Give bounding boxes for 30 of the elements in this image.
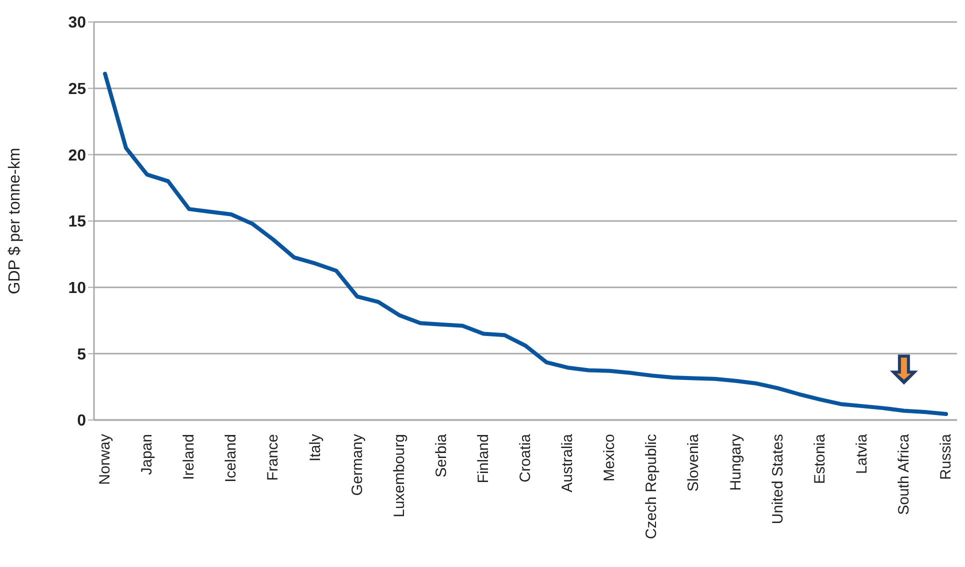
x-tick-label: Italy [306, 434, 324, 462]
x-tick-label: Slovenia [685, 433, 702, 492]
y-tick-label: 10 [68, 280, 86, 298]
y-tick-label: 20 [68, 147, 86, 164]
y-tick-label: 25 [68, 81, 86, 98]
x-tick-label: Luxembourg [390, 434, 408, 518]
x-tick-label: Australia [559, 433, 576, 492]
x-tick-label: Finland [474, 434, 492, 484]
x-tick-label: Estonia [811, 433, 828, 484]
x-tick-label: Hungary [727, 434, 744, 491]
x-tick-label: Mexico [601, 434, 618, 482]
line-series [103, 72, 948, 416]
x-tick-label: Ireland [180, 434, 198, 480]
y-tick-label: 30 [68, 14, 86, 32]
x-tick-label: Japan [138, 434, 156, 475]
y-tick-label: 5 [77, 346, 86, 364]
x-tick-label: Russia [938, 433, 954, 480]
x-tick-label: United States [769, 434, 786, 524]
y-axis-title: GDP $ per tonne-km [6, 148, 24, 294]
x-tick-label: Serbia [432, 433, 450, 478]
x-tick-label: Croatia [517, 433, 534, 482]
x-tick-label: South Africa [895, 433, 912, 515]
x-tick-label: Germany [348, 434, 366, 496]
x-tick-label: Iceland [222, 434, 240, 482]
y-tick-label: 0 [77, 412, 86, 430]
x-tick-label: France [264, 434, 282, 481]
x-tick-label: Czech Republic [643, 434, 660, 540]
y-tick-label: 15 [68, 214, 86, 231]
x-tick-label: Latvia [853, 433, 870, 474]
x-tick-label: Norway [96, 434, 114, 485]
